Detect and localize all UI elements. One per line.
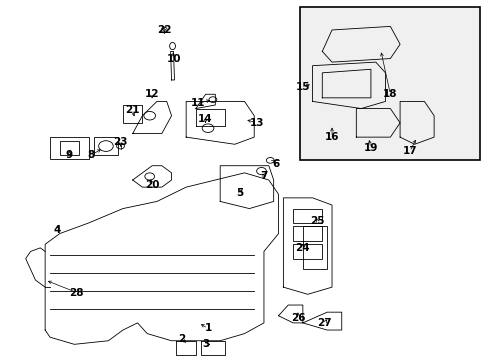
Text: 7: 7 [260,171,267,181]
Text: 5: 5 [236,188,243,198]
Text: 2: 2 [177,334,184,344]
Bar [94,137,118,155]
Bar [60,141,79,155]
Text: 11: 11 [191,98,205,108]
Text: 26: 26 [290,312,305,323]
Text: 3: 3 [202,339,209,349]
Bar [122,105,142,123]
Text: 27: 27 [317,318,331,328]
Text: 28: 28 [69,288,84,297]
Text: 13: 13 [249,118,264,128]
Text: 19: 19 [363,143,377,153]
Text: 23: 23 [113,138,127,148]
Text: 16: 16 [324,132,339,142]
Text: 18: 18 [382,89,397,99]
Text: 21: 21 [125,105,140,115]
Text: 12: 12 [144,89,159,99]
Text: 10: 10 [166,54,181,64]
Text: 20: 20 [144,180,159,190]
Text: 4: 4 [54,225,61,235]
Text: 22: 22 [157,25,171,35]
Text: 14: 14 [198,114,212,124]
Bar [292,244,322,258]
Bar [292,226,322,241]
Text: 9: 9 [66,150,73,160]
Bar [302,226,326,269]
Text: 24: 24 [295,243,309,253]
Text: 8: 8 [87,150,95,160]
Text: 25: 25 [309,216,324,226]
Text: 15: 15 [295,82,309,92]
Text: 17: 17 [402,147,416,157]
Bar [50,137,89,158]
Bar [300,7,479,160]
Bar [292,208,322,223]
Text: 1: 1 [204,323,211,333]
Text: 6: 6 [272,159,279,169]
